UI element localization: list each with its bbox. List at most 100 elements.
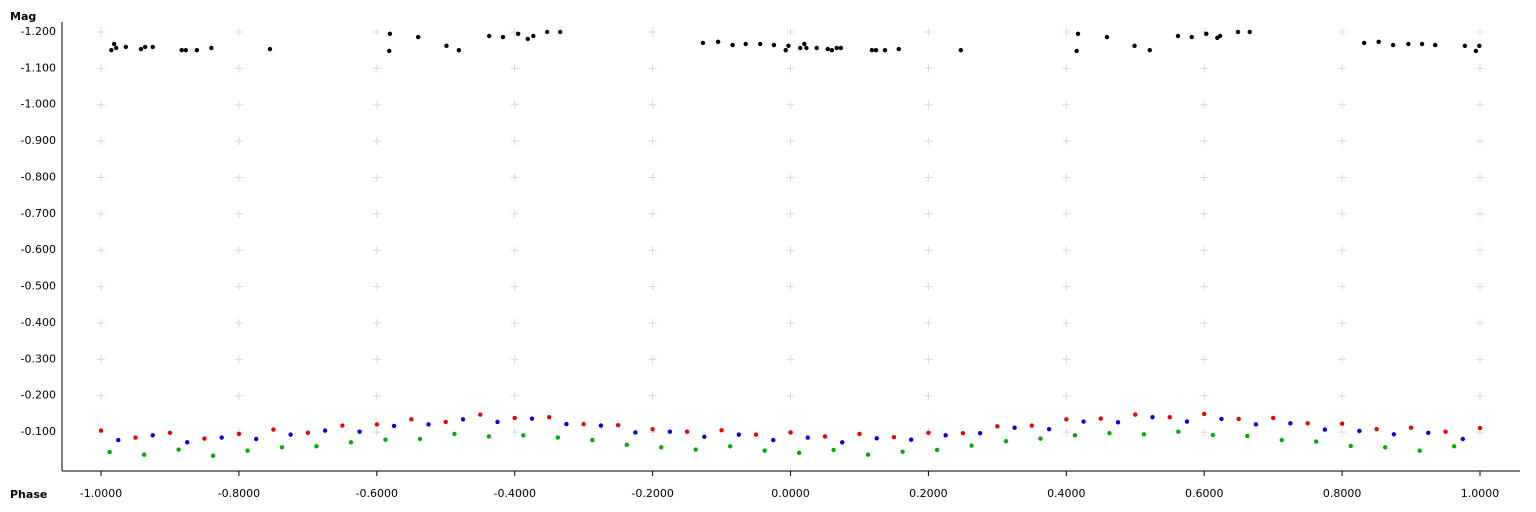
data-point	[1314, 439, 1319, 444]
grid-cross	[1338, 318, 1347, 327]
data-point	[590, 437, 595, 443]
data-point	[279, 445, 285, 450]
data-point	[194, 47, 200, 53]
data-point	[340, 423, 345, 428]
grid-cross	[372, 391, 381, 400]
grid-cross	[1200, 137, 1209, 146]
y-tick-label: -0.200	[21, 389, 56, 402]
data-point	[1064, 417, 1069, 422]
data-point	[219, 435, 224, 440]
grid-cross	[648, 173, 657, 182]
data-point	[1477, 425, 1483, 431]
data-point	[1219, 416, 1224, 422]
grid-cross	[97, 173, 106, 182]
grid-cross	[786, 282, 795, 291]
data-point	[1141, 432, 1147, 437]
data-point	[943, 433, 948, 438]
data-point	[123, 44, 129, 50]
data-point	[804, 45, 809, 51]
data-point	[753, 432, 759, 437]
data-point	[829, 47, 835, 53]
data-point	[1477, 43, 1482, 49]
y-tick-label: -0.500	[21, 280, 56, 293]
data-point	[387, 48, 392, 54]
data-point	[1270, 415, 1276, 421]
data-point	[544, 29, 550, 35]
grid-cross	[648, 391, 657, 400]
data-point	[564, 421, 569, 427]
data-point	[684, 429, 690, 434]
grid-cross	[924, 391, 933, 400]
data-point	[500, 34, 506, 40]
data-point	[1098, 416, 1103, 421]
data-point	[1150, 414, 1155, 420]
grid-cross	[648, 318, 657, 327]
grid-cross	[510, 173, 519, 182]
data-point	[1451, 444, 1457, 449]
data-point	[1236, 416, 1241, 422]
data-point	[1235, 29, 1241, 35]
data-point	[1210, 432, 1216, 438]
grid-cross	[648, 100, 657, 109]
data-point	[555, 435, 561, 440]
grid-cross	[648, 282, 657, 291]
data-point	[762, 448, 767, 453]
data-point	[512, 415, 517, 421]
grid-cross	[786, 209, 795, 218]
grid-cross	[1476, 391, 1485, 400]
y-tick-label: -0.800	[21, 170, 56, 183]
x-tick-label: 0.8000	[1323, 487, 1362, 500]
grid-cross	[786, 64, 795, 73]
data-point	[460, 417, 466, 422]
data-point	[1029, 423, 1035, 428]
data-point	[1376, 39, 1381, 45]
data-point	[1443, 429, 1448, 434]
y-axis-label: Mag	[10, 10, 36, 23]
y-tick-label: -0.300	[21, 352, 56, 365]
data-point	[834, 45, 839, 51]
data-point	[253, 436, 259, 442]
data-point	[838, 45, 844, 51]
data-point	[667, 429, 673, 434]
data-point	[1417, 448, 1422, 453]
data-point	[1253, 422, 1259, 427]
data-point	[1104, 34, 1110, 40]
grid-cross	[372, 246, 381, 255]
data-point	[771, 42, 777, 48]
grid-cross	[648, 64, 657, 73]
data-point	[167, 430, 173, 436]
data-point	[141, 452, 147, 457]
data-point	[383, 437, 388, 442]
data-point	[521, 433, 526, 438]
grid-cross	[786, 318, 795, 327]
grid-cross	[1200, 428, 1209, 437]
data-point	[1176, 429, 1181, 434]
data-point	[783, 47, 788, 53]
data-point	[1175, 33, 1181, 39]
data-point	[111, 41, 117, 47]
grid-cross	[924, 64, 933, 73]
data-point	[1432, 42, 1438, 48]
data-point	[805, 435, 810, 440]
data-point	[1390, 42, 1396, 48]
data-point	[185, 440, 190, 445]
grid-cross	[648, 209, 657, 218]
grid-cross	[1476, 28, 1485, 37]
data-point	[202, 436, 207, 441]
grid-cross	[1476, 137, 1485, 146]
data-point	[133, 435, 138, 440]
data-point	[1361, 40, 1367, 46]
data-point	[417, 436, 423, 442]
data-point	[840, 440, 845, 445]
data-point	[1288, 421, 1293, 426]
data-point	[995, 424, 1000, 429]
data-point	[348, 440, 354, 445]
y-tick-label: -1.200	[21, 25, 56, 38]
grid-cross	[1062, 355, 1071, 364]
grid-cross	[1062, 137, 1071, 146]
grid-cross	[1200, 173, 1209, 182]
data-point	[267, 46, 273, 52]
grid-cross	[510, 428, 519, 437]
grid-cross	[1062, 173, 1071, 182]
grid-cross	[924, 209, 933, 218]
